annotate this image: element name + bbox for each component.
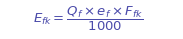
Text: $E_{fk} = \dfrac{Q_f \times e_f \times F_{fk}}{1000}$: $E_{fk} = \dfrac{Q_f \times e_f \times F… <box>33 5 143 33</box>
